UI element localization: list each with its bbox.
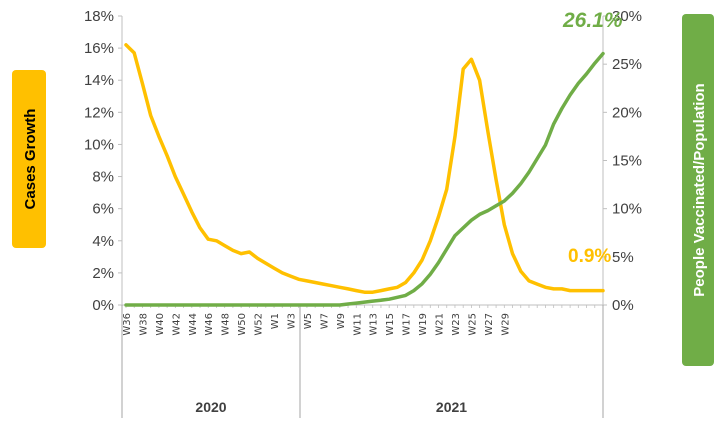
x-tick-label: W42	[171, 313, 182, 336]
x-tick-label: W46	[204, 313, 215, 336]
right-tick-label: 20%	[612, 104, 642, 121]
left-tick-label: 10%	[84, 136, 114, 153]
year-label-2020: 2020	[195, 399, 226, 415]
right-tick-label: 0%	[612, 297, 634, 314]
x-tick-label: W9	[336, 313, 347, 329]
x-tick-label: W48	[221, 313, 232, 336]
x-tick-label: W15	[385, 313, 396, 336]
x-tick-label: W44	[188, 313, 199, 336]
right-tick-label: 10%	[612, 201, 642, 218]
x-tick-label: W17	[402, 313, 413, 336]
left-tick-label: 16%	[84, 40, 114, 57]
x-tick-label: W38	[138, 313, 149, 336]
vaccinated-end-label: 26.1%	[562, 9, 623, 32]
right-tick-label: 15%	[612, 153, 642, 170]
cases-growth-line	[124, 43, 605, 294]
x-tick-label: W36	[122, 313, 133, 336]
right-tick-label: 25%	[612, 56, 642, 73]
left-axis-title-box	[12, 70, 46, 248]
x-tick-label: W1	[270, 313, 281, 329]
left-tick-label: 6%	[92, 201, 114, 218]
left-tick-label: 0%	[92, 297, 114, 314]
cases-growth-end-label: 0.9%	[568, 246, 611, 267]
x-tick-label: W52	[254, 313, 265, 336]
x-tick-label: W3	[286, 313, 297, 329]
left-tick-label: 12%	[84, 104, 114, 121]
left-tick-label: 4%	[92, 233, 114, 250]
year-label-2021: 2021	[436, 399, 467, 415]
right-tick-label: 5%	[612, 249, 634, 266]
right-tick-label: 30%	[612, 8, 642, 25]
x-tick-label: W23	[451, 313, 462, 336]
x-tick-label: W40	[155, 313, 166, 336]
x-tick-label: W29	[500, 313, 511, 336]
x-tick-label: W13	[369, 313, 380, 336]
x-tick-label: W27	[484, 313, 495, 336]
left-tick-label: 18%	[84, 8, 114, 25]
x-tick-label: W5	[303, 313, 314, 329]
x-tick-label: W11	[352, 313, 363, 336]
right-axis-title: People Vaccinated/Population	[691, 83, 708, 296]
x-tick-label: W25	[467, 313, 478, 336]
left-axis-title: Cases Growth	[22, 109, 39, 210]
x-tick-label: W50	[237, 313, 248, 336]
x-tick-label: W21	[435, 313, 446, 336]
left-tick-label: 14%	[84, 72, 114, 89]
x-tick-label: W7	[319, 313, 330, 329]
left-tick-label: 8%	[92, 169, 114, 186]
x-tick-label: W19	[418, 313, 429, 336]
vaccinated-line	[124, 51, 605, 307]
left-tick-label: 2%	[92, 265, 114, 282]
right-axis-title-box	[682, 14, 714, 366]
